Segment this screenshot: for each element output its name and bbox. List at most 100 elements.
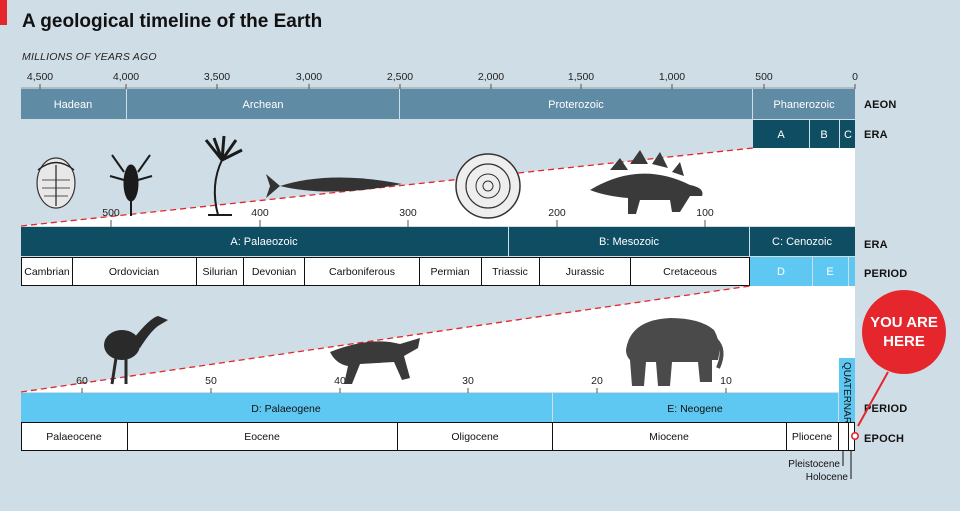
period-label: Cretaceous bbox=[663, 266, 717, 278]
era-cenozoic bbox=[750, 227, 855, 256]
tick-label: 60 bbox=[76, 375, 88, 387]
tick-label: 1,000 bbox=[659, 71, 685, 83]
ammonite-illustration bbox=[455, 153, 521, 219]
epoch-label: Pliocene bbox=[792, 431, 832, 443]
period-label: D bbox=[777, 266, 785, 278]
era-label: A: Palaeozoic bbox=[230, 236, 298, 248]
epoch-label: Miocene bbox=[649, 431, 689, 443]
tick-label: 500 bbox=[102, 207, 120, 219]
zoom-guide-line bbox=[20, 285, 751, 393]
callout-line-1: YOU ARE bbox=[870, 314, 938, 331]
era-top-row: A B C ERA bbox=[753, 120, 888, 148]
top-axis: 4,500 4,000 3,500 3,000 2,500 2,000 1,50… bbox=[21, 71, 858, 89]
epoch-label: Eocene bbox=[244, 431, 280, 443]
aeon-phanerozoic bbox=[753, 89, 855, 119]
aeon-label: Hadean bbox=[54, 99, 93, 111]
era-b-small bbox=[810, 120, 839, 148]
era-label: C: Cenozoic bbox=[772, 236, 832, 248]
tick-label: 10 bbox=[720, 375, 732, 387]
period-bottom-row: D: Palaeogene E: Neogene QUATERNARY PERI… bbox=[21, 358, 907, 431]
period-label: E bbox=[826, 266, 833, 278]
stegosaurus-illustration bbox=[590, 150, 703, 214]
row-label-period: PERIOD bbox=[864, 403, 907, 415]
quaternary-label: QUATERNARY bbox=[841, 362, 852, 431]
period-label: Cambrian bbox=[24, 266, 70, 278]
zoom-panel-cenozoic bbox=[21, 286, 855, 392]
era-a-small bbox=[753, 120, 809, 148]
callout-circle bbox=[862, 290, 946, 374]
era-small-label: A bbox=[777, 129, 785, 141]
crinoid-illustration bbox=[204, 135, 243, 216]
accent-bar bbox=[0, 0, 7, 25]
era-palaeozoic bbox=[21, 227, 508, 256]
tick-label: 4,000 bbox=[113, 71, 139, 83]
flightless-bird-illustration bbox=[104, 316, 168, 385]
tick-label: 50 bbox=[205, 375, 217, 387]
period-palaeogene bbox=[21, 393, 552, 422]
era-middle-row: A: Palaeozoic B: Mesozoic C: Cenozoic ER… bbox=[21, 227, 888, 256]
tick-label: 300 bbox=[399, 207, 417, 219]
period-middle-row: Cambrian Ordovician Silurian Devonian Ca… bbox=[21, 257, 907, 286]
period-quaternary bbox=[839, 358, 855, 422]
era-small-label: B bbox=[820, 129, 827, 141]
bottom-axis: 60 50 40 30 20 10 bbox=[76, 375, 732, 393]
fish-illustration bbox=[266, 174, 402, 198]
period-label: E: Neogene bbox=[667, 403, 723, 415]
period-d-small bbox=[750, 257, 812, 286]
epoch-note-holocene: Holocene bbox=[806, 472, 849, 483]
horse-illustration bbox=[330, 338, 420, 384]
aeon-archean bbox=[127, 89, 399, 119]
period-label: Triassic bbox=[492, 266, 528, 278]
tick-label: 400 bbox=[251, 207, 269, 219]
row-label-era: ERA bbox=[864, 129, 888, 141]
era-label: B: Mesozoic bbox=[599, 236, 659, 248]
zoom-panel-phanerozoic bbox=[21, 148, 855, 226]
sea-scorpion-illustration bbox=[109, 154, 153, 216]
period-label: Silurian bbox=[202, 266, 237, 278]
period-q-small bbox=[849, 257, 855, 286]
tick-label: 100 bbox=[696, 207, 714, 219]
period-label: Carboniferous bbox=[329, 266, 395, 278]
tick-label: 20 bbox=[591, 375, 603, 387]
era-mesozoic bbox=[509, 227, 749, 256]
row-label-period: PERIOD bbox=[864, 268, 907, 280]
period-label: Devonian bbox=[252, 266, 297, 278]
zoom-guide-line bbox=[20, 147, 754, 227]
you-are-here-callout: YOU ARE HERE bbox=[850, 290, 946, 440]
aeon-proterozoic bbox=[400, 89, 752, 119]
period-label: Ordovician bbox=[109, 266, 159, 278]
epoch-label: Palaeocene bbox=[46, 431, 102, 443]
era-small-label: C bbox=[844, 129, 852, 141]
mastodon-illustration bbox=[626, 318, 724, 386]
tick-label: 2,000 bbox=[478, 71, 504, 83]
tick-label: 500 bbox=[755, 71, 773, 83]
tick-label: 2,500 bbox=[387, 71, 413, 83]
row-label-epoch: EPOCH bbox=[864, 433, 904, 445]
axis-unit: MILLIONS OF YEARS AGO bbox=[22, 51, 157, 63]
period-e-small bbox=[813, 257, 848, 286]
callout-line-2: HERE bbox=[883, 333, 925, 350]
tick-label: 3,500 bbox=[204, 71, 230, 83]
trilobite-illustration bbox=[36, 157, 76, 209]
tick-label: 200 bbox=[548, 207, 566, 219]
tick-label: 1,500 bbox=[568, 71, 594, 83]
era-c-small bbox=[840, 120, 855, 148]
aeon-label: Archean bbox=[243, 99, 284, 111]
row-label-era: ERA bbox=[864, 239, 888, 251]
epoch-label: Oligocene bbox=[451, 431, 498, 443]
tick-label: 40 bbox=[334, 375, 346, 387]
tick-label: 4,500 bbox=[27, 71, 53, 83]
period-label: Permian bbox=[430, 266, 469, 278]
callout-pointer bbox=[857, 371, 889, 427]
callout-marker bbox=[850, 431, 859, 440]
row-label-aeon: AEON bbox=[864, 99, 897, 111]
tick-label: 3,000 bbox=[296, 71, 322, 83]
aeon-hadean bbox=[21, 89, 126, 119]
aeon-row: Hadean Archean Proterozoic Phanerozoic A… bbox=[21, 89, 897, 119]
period-label: D: Palaeogene bbox=[251, 403, 321, 415]
aeon-label: Proterozoic bbox=[548, 99, 604, 111]
epoch-row: Palaeocene Eocene Oligocene Miocene Plio… bbox=[21, 422, 904, 483]
middle-axis: 500 400 300 200 100 bbox=[102, 207, 714, 227]
